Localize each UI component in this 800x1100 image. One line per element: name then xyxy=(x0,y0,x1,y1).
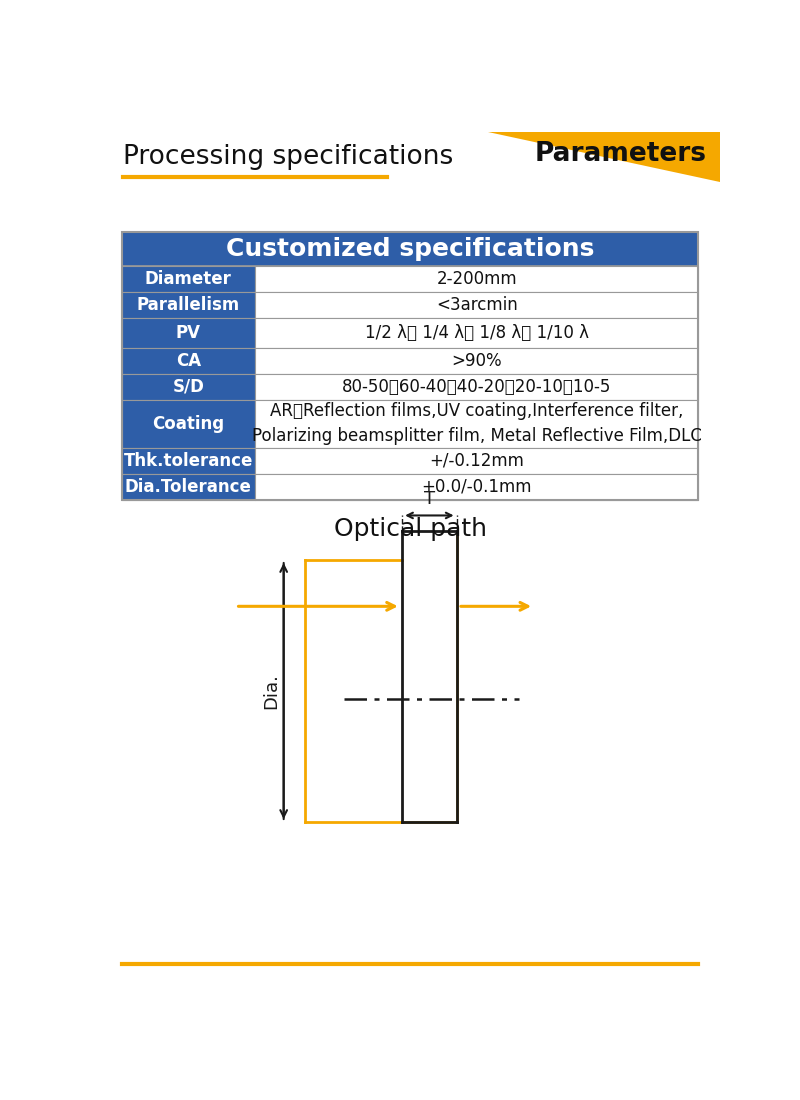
Text: Coating: Coating xyxy=(152,415,225,432)
Bar xyxy=(255,293,698,318)
Polygon shape xyxy=(487,132,720,182)
Bar xyxy=(122,232,698,500)
Bar xyxy=(255,474,698,500)
Bar xyxy=(122,374,255,400)
Bar xyxy=(122,474,255,500)
Text: Thk.tolerance: Thk.tolerance xyxy=(124,452,253,470)
Text: Dia.: Dia. xyxy=(262,673,280,710)
Text: Customized specifications: Customized specifications xyxy=(226,236,594,261)
Bar xyxy=(255,448,698,474)
Text: >90%: >90% xyxy=(451,352,502,370)
Bar xyxy=(255,266,698,293)
Bar xyxy=(122,266,255,293)
Text: Diameter: Diameter xyxy=(145,271,232,288)
Text: CA: CA xyxy=(176,352,201,370)
Text: <3arcmin: <3arcmin xyxy=(436,296,518,315)
Text: +0.0/-0.1mm: +0.0/-0.1mm xyxy=(422,478,532,496)
Text: 2-200mm: 2-200mm xyxy=(436,271,517,288)
Text: PV: PV xyxy=(176,324,201,342)
Bar xyxy=(122,318,255,348)
Text: Optical path: Optical path xyxy=(334,517,486,541)
Text: Dia.Tolerance: Dia.Tolerance xyxy=(125,478,252,496)
Bar xyxy=(255,348,698,374)
Text: T: T xyxy=(424,490,435,508)
Text: Parallelism: Parallelism xyxy=(137,296,240,315)
Bar xyxy=(122,232,698,266)
Text: AR、Reflection films,UV coating,Interference filter,
Polarizing beamsplitter film: AR、Reflection films,UV coating,Interfere… xyxy=(252,403,702,446)
Bar xyxy=(122,293,255,318)
Text: +/-0.12mm: +/-0.12mm xyxy=(430,452,524,470)
Bar xyxy=(255,318,698,348)
Bar xyxy=(255,400,698,448)
Text: Processing specifications: Processing specifications xyxy=(123,144,454,169)
Bar xyxy=(255,374,698,400)
Text: S/D: S/D xyxy=(173,378,204,396)
Bar xyxy=(122,348,255,374)
Text: Parameters: Parameters xyxy=(535,141,707,166)
Bar xyxy=(122,400,255,448)
Bar xyxy=(122,448,255,474)
Text: 80-50、60-40、40-20、20-10、10-5: 80-50、60-40、40-20、20-10、10-5 xyxy=(342,378,611,396)
Text: 1/2 λ、 1/4 λ、 1/8 λ、 1/10 λ: 1/2 λ、 1/4 λ、 1/8 λ、 1/10 λ xyxy=(365,324,589,342)
